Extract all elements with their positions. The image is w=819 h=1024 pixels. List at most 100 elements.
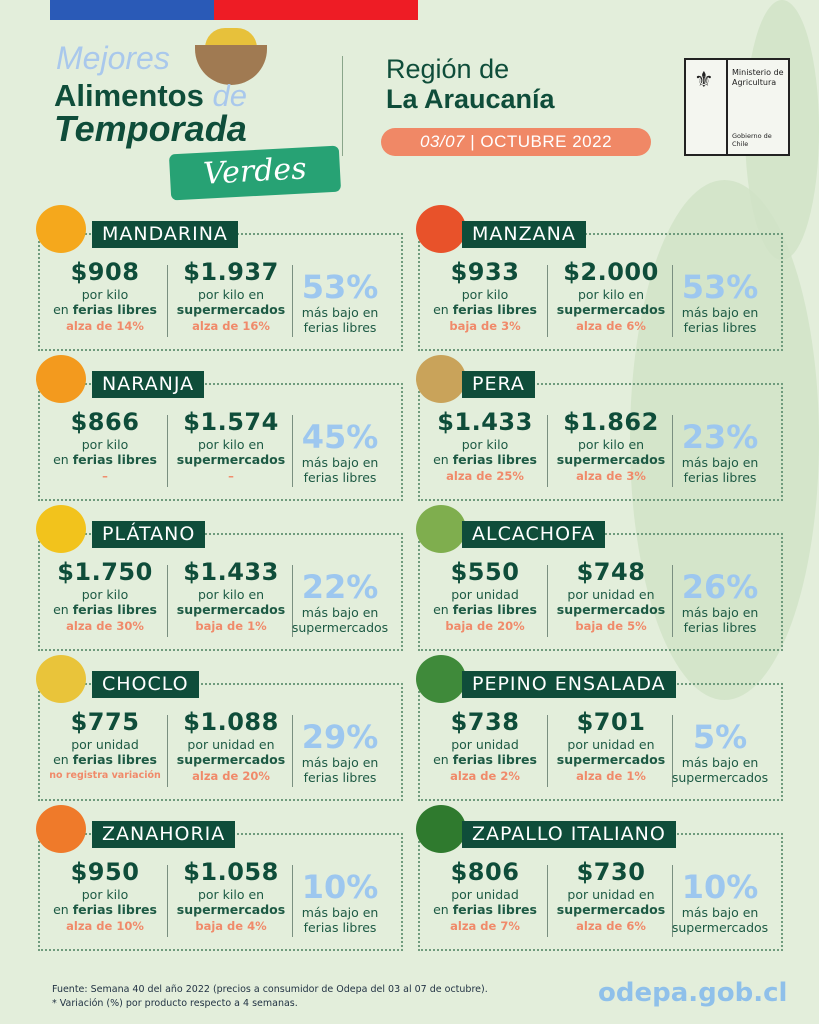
feria-change: alza de 30% (66, 619, 144, 633)
feria-where-prefix: en (433, 452, 449, 467)
comparison-line1: más bajo en (681, 755, 759, 770)
comparison-block: 29% más bajo en ferias libres (278, 719, 402, 785)
header-divider (342, 56, 343, 156)
cucumber-icon (416, 655, 466, 703)
feria-where-label: ferias libres (72, 452, 157, 467)
product-name: ZANAHORIA (92, 821, 236, 848)
super-unit: por unidad en (567, 587, 655, 602)
super-where-label: supermercados (176, 452, 286, 467)
super-price-block: $1.937 por kilo en supermercados alza de… (170, 257, 292, 335)
comparison-line1: más bajo en (681, 605, 759, 620)
feria-where: en ferias libres (44, 602, 166, 617)
super-unit: por kilo en (577, 437, 645, 452)
artichoke-icon (416, 505, 466, 553)
feria-where-prefix: en (53, 302, 69, 317)
feria-change: – (102, 469, 108, 483)
comparison-line2: ferias libres (303, 770, 377, 785)
feria-price: $1.750 (57, 558, 153, 586)
comparison-line2: supermercados (671, 770, 769, 785)
feria-price-block: $1.433 por kilo en ferias libres alza de… (424, 407, 546, 485)
feria-where-label: ferias libres (72, 902, 157, 917)
feria-where: en ferias libres (44, 302, 166, 317)
comparison-line1: más bajo en (301, 755, 379, 770)
super-unit: por kilo en (197, 587, 265, 602)
feria-where-prefix: en (53, 902, 69, 917)
super-price: $1.433 (183, 558, 279, 586)
super-where: supermercados (550, 602, 672, 617)
product-name: NARANJA (92, 371, 205, 398)
super-unit: por unidad en (187, 737, 275, 752)
feria-where: en ferias libres (424, 602, 546, 617)
comparison-line1: más bajo en (301, 905, 379, 920)
column-divider (292, 565, 293, 637)
feria-where-label: ferias libres (452, 452, 537, 467)
product-card: MANZANA $933 por kilo en ferias libres b… (416, 205, 783, 351)
flag-stripe-blue (50, 0, 214, 20)
column-divider (292, 415, 293, 487)
source-note: Fuente: Semana 40 del año 2022 (precios … (52, 984, 488, 995)
product-name: MANZANA (462, 221, 586, 248)
column-divider (547, 415, 548, 487)
super-price: $701 (576, 708, 646, 736)
super-price: $1.937 (183, 258, 279, 286)
logo-text: Ministerio de Agricultura (732, 68, 784, 88)
comparison-line2: ferias libres (683, 470, 757, 485)
comparison-block: 10% más bajo en ferias libres (278, 869, 402, 935)
feria-where-prefix: en (433, 602, 449, 617)
feria-where-label: ferias libres (452, 902, 537, 917)
feria-unit: por unidad (71, 737, 139, 752)
region-name: La Araucanía (386, 84, 555, 114)
feria-price: $1.433 (437, 408, 533, 436)
product-card: PERA $1.433 por kilo en ferias libres al… (416, 355, 783, 501)
comparison-percent: 23% (681, 418, 759, 456)
comparison-line1: más bajo en (301, 305, 379, 320)
region-label: Región de (386, 54, 510, 84)
feria-price-block: $866 por kilo en ferias libres – (44, 407, 166, 485)
product-name: PEPINO ENSALADA (462, 671, 676, 698)
column-divider (167, 265, 168, 337)
feria-change: alza de 25% (446, 469, 524, 483)
feria-unit: por kilo (81, 887, 129, 902)
column-divider (547, 865, 548, 937)
super-price-block: $1.433 por kilo en supermercados baja de… (170, 557, 292, 635)
column-divider (672, 265, 673, 337)
super-price: $748 (576, 558, 646, 586)
title-line2-main: Alimentos (54, 78, 204, 113)
product-name: PERA (462, 371, 535, 398)
super-price-block: $730 por unidad en supermercados alza de… (550, 857, 672, 935)
flag-stripe-red (214, 0, 418, 20)
comparison-percent: 5% (692, 718, 748, 756)
feria-price: $550 (450, 558, 520, 586)
column-divider (672, 565, 673, 637)
super-where: supermercados (550, 752, 672, 767)
super-where-label: supermercados (176, 302, 286, 317)
super-price-block: $1.574 por kilo en supermercados – (170, 407, 292, 485)
feria-price: $908 (70, 258, 140, 286)
comparison-line2: ferias libres (683, 620, 757, 635)
feria-where-prefix: en (433, 752, 449, 767)
variation-note: * Variación (%) por producto respecto a … (52, 998, 298, 1009)
feria-unit: por kilo (461, 437, 509, 452)
website-link[interactable]: odepa.gob.cl (598, 978, 788, 1008)
carrot-icon (36, 805, 86, 853)
super-where-label: supermercados (176, 752, 286, 767)
logo-footer: Gobierno de Chile (732, 132, 772, 148)
column-divider (292, 265, 293, 337)
product-name: MANDARINA (92, 221, 238, 248)
column-divider (672, 715, 673, 787)
column-divider (547, 265, 548, 337)
feria-price-block: $950 por kilo en ferias libres alza de 1… (44, 857, 166, 935)
product-card: ZAPALLO ITALIANO $806 por unidad en feri… (416, 805, 783, 951)
super-price-block: $1.862 por kilo en supermercados alza de… (550, 407, 672, 485)
super-unit: por kilo en (197, 887, 265, 902)
date-days: 03/07 (419, 132, 465, 151)
super-where-label: supermercados (556, 602, 666, 617)
feria-price: $950 (70, 858, 140, 886)
comparison-line1: más bajo en (681, 455, 759, 470)
feria-where: en ferias libres (424, 902, 546, 917)
title-line1: Mejores (56, 40, 170, 76)
date-badge: 03/07 | OCTUBRE 2022 (381, 128, 651, 156)
super-change: alza de 3% (576, 469, 646, 483)
feria-where-label: ferias libres (72, 302, 157, 317)
product-name: ALCACHOFA (462, 521, 606, 548)
